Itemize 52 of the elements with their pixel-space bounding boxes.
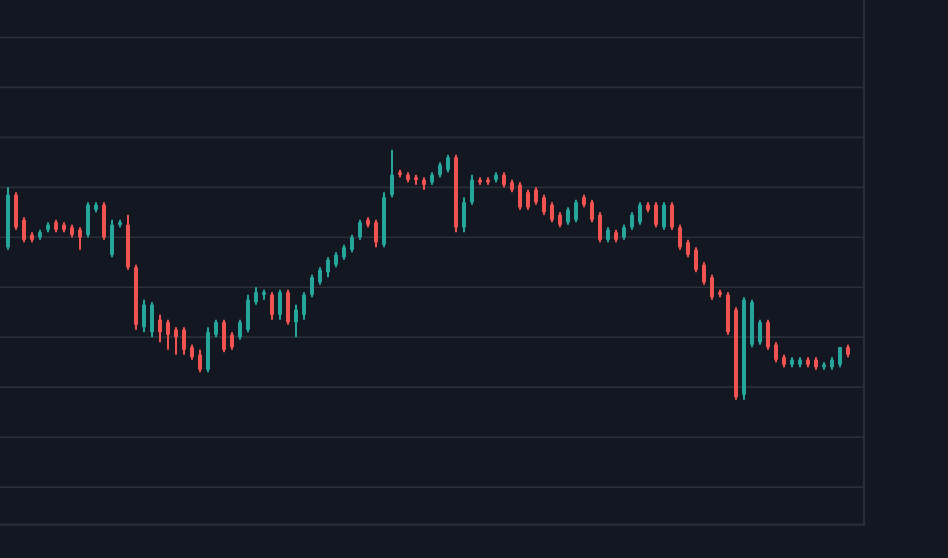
candlestick <box>838 346 842 369</box>
candlestick <box>542 193 546 216</box>
candlestick <box>222 318 226 354</box>
candlestick <box>358 218 362 241</box>
candlestick <box>86 201 90 239</box>
candlestick <box>174 326 178 356</box>
candlestick <box>518 181 522 211</box>
candlestick <box>702 261 706 286</box>
candlestick <box>150 301 154 339</box>
candlestick <box>726 291 730 336</box>
candlestick <box>662 201 666 231</box>
candlestick <box>206 326 210 374</box>
candlestick <box>710 273 714 301</box>
candlestick <box>78 226 82 251</box>
candlestick <box>102 201 106 241</box>
candlestick <box>22 216 26 244</box>
candlestick <box>390 148 394 199</box>
candlestick <box>14 191 18 231</box>
candlestick <box>278 288 282 321</box>
candlestick <box>638 201 642 226</box>
candlestick <box>574 198 578 224</box>
candlestick <box>654 201 658 229</box>
candlestick <box>678 223 682 251</box>
candlestick <box>374 218 378 249</box>
candlestick <box>158 313 162 344</box>
candlestick <box>126 213 130 271</box>
candlestick <box>310 273 314 299</box>
candlestick <box>550 201 554 224</box>
candlestick <box>598 211 602 244</box>
candlestick <box>758 318 762 346</box>
candlestick <box>774 341 778 364</box>
candlestick <box>670 201 674 231</box>
candlestick <box>590 198 594 224</box>
candlestick <box>462 196 466 234</box>
candlestick <box>238 318 242 341</box>
candlestick <box>694 246 698 274</box>
candlestick <box>382 191 386 249</box>
candlestick <box>526 188 530 211</box>
candlestick <box>326 256 330 279</box>
candlestick <box>198 348 202 374</box>
candlestick <box>286 288 290 326</box>
candlestick <box>166 318 170 351</box>
candlestick <box>270 291 274 321</box>
candlestick <box>110 218 114 259</box>
candlestick <box>766 318 770 351</box>
candlestick <box>182 326 186 356</box>
candlestick <box>246 293 250 334</box>
candlestick <box>294 303 298 339</box>
candlestick <box>302 291 306 321</box>
candlestick <box>750 298 754 349</box>
candlestick <box>470 173 474 206</box>
candlestick <box>142 298 146 334</box>
